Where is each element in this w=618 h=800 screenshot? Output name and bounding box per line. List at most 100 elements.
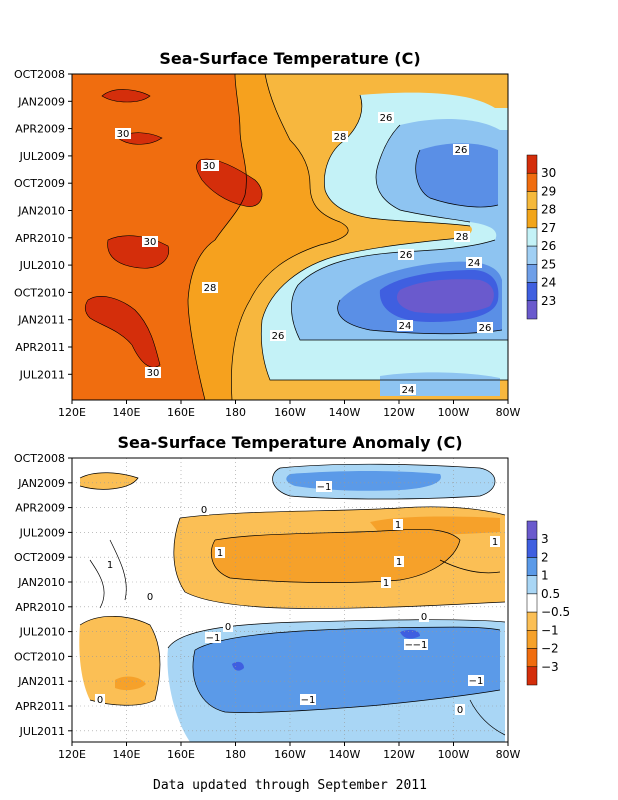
contour-label: 0	[97, 695, 103, 706]
x-tick-label: 80W	[496, 748, 521, 761]
contour-label-bg	[455, 704, 465, 715]
sst-contour-lines	[187, 73, 508, 401]
contour-label-bg	[199, 504, 209, 515]
contour-label: 30	[203, 161, 216, 172]
legend-label: 27	[541, 221, 556, 235]
contour-label: 0	[201, 505, 207, 516]
x-tick-label: 140W	[329, 406, 361, 419]
anomaly-y-ticks: OCT2008 JAN2009 APR2009 JUL2009 OCT2009 JAN20…	[14, 452, 72, 738]
contour-label: 1	[383, 578, 389, 589]
y-tick-label: OCT2010	[14, 286, 65, 299]
legend-swatch	[526, 557, 538, 576]
contour-label-bg	[490, 536, 500, 547]
contour-label: 24	[468, 258, 481, 269]
legend-label: 24	[541, 276, 556, 290]
legend-swatch	[526, 630, 538, 649]
anomaly-contour-lines	[79, 463, 506, 736]
contour-label: 26	[479, 323, 492, 334]
contour-label: 0	[225, 622, 231, 633]
contour-label-bg	[300, 694, 316, 705]
anomaly-x-ticks: 120E 140E 160E 180 160W 140W 120W 100W 80W	[58, 742, 521, 761]
contour-label-bg	[397, 320, 413, 331]
y-tick-label: APR2010	[15, 601, 65, 614]
anomaly-warm-1-2	[115, 516, 500, 691]
y-tick-label: JUL2010	[19, 626, 65, 639]
legend-label: 26	[541, 239, 556, 253]
legend-swatch	[526, 593, 538, 613]
contour-label: 30	[117, 129, 130, 140]
contour-label: −1	[469, 676, 484, 687]
contour-label-bg	[145, 367, 161, 378]
legend-label: −2	[541, 642, 559, 656]
contour-label: 28	[334, 132, 347, 143]
legend-swatch	[526, 538, 538, 558]
anomaly-title: Sea-Surface Temperature Anomaly (C)	[117, 433, 462, 452]
legend-label: 30	[541, 166, 556, 180]
legend-label: 0.5	[541, 587, 560, 601]
legend-swatch	[526, 300, 538, 320]
legend-label: −0.5	[541, 605, 570, 619]
contour-label-bg	[215, 547, 225, 558]
contour-label: 0	[457, 705, 463, 716]
anomaly-patch	[232, 661, 244, 671]
contour-label: 0	[421, 612, 427, 623]
x-tick-label: 120W	[383, 748, 415, 761]
contour-label: 1	[396, 557, 402, 568]
legend-label: 29	[541, 184, 556, 198]
x-tick-label: 80W	[496, 406, 521, 419]
contour-label-bg	[477, 322, 493, 333]
x-tick-label: 160E	[167, 406, 195, 419]
sst-band-lt23	[396, 279, 494, 314]
anomaly-patch	[400, 629, 420, 639]
anomaly-patch	[370, 516, 500, 535]
contour-label-bg	[316, 481, 332, 492]
x-tick-label: 180	[225, 406, 246, 419]
legend-label: −1	[541, 623, 559, 637]
y-tick-label: JUL2009	[19, 526, 65, 539]
contour-label: 26	[380, 113, 393, 124]
anomaly-panel: Sea-Surface Temperature Anomaly (C)	[14, 433, 570, 761]
contour-label-bg	[454, 231, 470, 242]
contour-label-bg	[270, 330, 286, 341]
contour-label: 26	[400, 250, 413, 261]
contour-label-bg	[115, 128, 131, 139]
legend-swatch	[526, 666, 538, 686]
contour-label: 1	[492, 537, 498, 548]
sst-band-25-26-b	[380, 372, 500, 396]
legend-swatch	[526, 282, 538, 302]
contour-label-bg	[223, 621, 233, 632]
anomaly-cold-2-3	[232, 629, 420, 671]
sst-hotspot	[84, 296, 161, 368]
legend-swatch	[526, 209, 538, 229]
contour-label-bg	[378, 112, 394, 123]
y-tick-label: APR2011	[15, 341, 65, 354]
legend-swatch	[526, 575, 538, 595]
contour-label: −1	[206, 633, 221, 644]
contour-label-bg	[466, 257, 482, 268]
x-tick-label: 140E	[113, 748, 141, 761]
contour-label-bg	[381, 577, 391, 588]
legend-swatch	[526, 264, 538, 283]
contour-label: 1	[395, 520, 401, 531]
legend-swatch	[526, 154, 538, 174]
legend-label: 23	[541, 294, 556, 308]
contour-label: 28	[456, 232, 469, 243]
x-tick-label: 180	[225, 748, 246, 761]
contour-label: 24	[402, 385, 415, 396]
y-tick-label: APR2009	[15, 123, 65, 136]
y-tick-label: OCT2010	[14, 650, 65, 663]
contour-label-bg	[393, 519, 403, 530]
contour-label-bg	[142, 236, 158, 247]
contour-label-bg	[468, 675, 484, 686]
anomaly-grid	[72, 458, 508, 742]
contour-label: 1	[217, 548, 223, 559]
contour-label-bg	[412, 639, 428, 650]
legend-label: 25	[541, 257, 556, 271]
x-tick-label: 160E	[167, 748, 195, 761]
footer-note: Data updated through September 2011	[153, 778, 427, 793]
x-tick-label: 140W	[329, 748, 361, 761]
contour-label: 30	[144, 237, 157, 248]
y-tick-label: APR2011	[15, 700, 65, 713]
x-tick-label: 160W	[274, 406, 306, 419]
